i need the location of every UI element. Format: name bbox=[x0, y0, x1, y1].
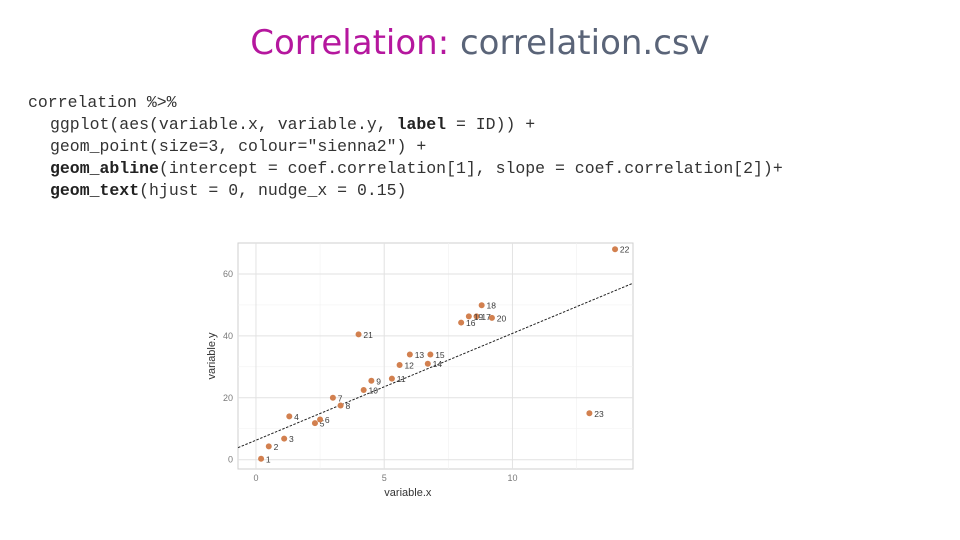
point-label: 1 bbox=[266, 454, 271, 464]
code-line: ggplot(aes(variable.x, variable.y, label… bbox=[28, 114, 783, 136]
point-label: 8 bbox=[345, 401, 350, 411]
y-tick-label: 60 bbox=[223, 269, 233, 279]
x-tick-label: 10 bbox=[507, 473, 517, 483]
slide-title-filename: correlation.csv bbox=[459, 23, 710, 63]
point-label: 14 bbox=[433, 359, 443, 369]
code-line: geom_point(size=3, colour="sienna2") + bbox=[28, 136, 783, 158]
point-label: 9 bbox=[376, 376, 381, 386]
code-line: geom_text(hjust = 0, nudge_x = 0.15) bbox=[28, 180, 783, 202]
point-label: 11 bbox=[397, 374, 406, 384]
x-axis-label: variable.x bbox=[384, 487, 432, 499]
point-label: 7 bbox=[338, 393, 343, 403]
data-point bbox=[368, 377, 375, 384]
point-label: 23 bbox=[594, 409, 604, 419]
data-point bbox=[612, 246, 619, 253]
data-point bbox=[329, 394, 336, 401]
point-label: 3 bbox=[289, 434, 294, 444]
code-token: (hjust = 0, nudge_x = 0.15) bbox=[139, 181, 407, 200]
data-point bbox=[265, 443, 272, 450]
x-tick-label: 0 bbox=[253, 473, 258, 483]
data-point bbox=[406, 351, 413, 358]
code-line: geom_abline(intercept = coef.correlation… bbox=[28, 158, 783, 180]
point-label: 22 bbox=[620, 245, 630, 255]
point-label: 12 bbox=[404, 360, 414, 370]
data-point bbox=[281, 435, 288, 442]
code-token: = ID)) + bbox=[446, 115, 536, 134]
code-token: ggplot(aes(variable.x, variable.y, bbox=[50, 115, 397, 134]
point-label: 10 bbox=[369, 386, 379, 396]
point-label: 20 bbox=[497, 313, 507, 323]
code-token: geom_abline bbox=[50, 159, 159, 178]
point-label: 21 bbox=[363, 330, 373, 340]
plot-panel bbox=[237, 242, 634, 470]
data-point bbox=[478, 302, 485, 309]
data-point bbox=[473, 313, 480, 320]
y-axis-label: variable.y bbox=[206, 332, 218, 380]
data-point bbox=[586, 410, 593, 417]
code-token: label bbox=[396, 115, 447, 134]
regression-line bbox=[237, 282, 634, 449]
point-label: 18 bbox=[487, 301, 497, 311]
slide-title: Correlation: correlation.csv bbox=[0, 20, 960, 66]
point-label: 2 bbox=[274, 442, 279, 452]
code-token: correlation %>% bbox=[28, 93, 177, 112]
data-point bbox=[465, 313, 472, 320]
data-point bbox=[396, 361, 403, 368]
code-token: geom_point(size=3, colour="sienna2") + bbox=[50, 137, 427, 156]
data-point bbox=[355, 331, 362, 338]
point-label: 15 bbox=[435, 350, 445, 360]
slide-title-main: Correlation: bbox=[250, 23, 450, 63]
code-token: geom_text bbox=[50, 181, 140, 200]
point-label: 4 bbox=[294, 412, 299, 422]
point-label: 13 bbox=[415, 350, 425, 360]
code-line: correlation %>% bbox=[28, 92, 783, 114]
point-label: 5 bbox=[320, 419, 325, 429]
data-point bbox=[360, 387, 367, 394]
data-point bbox=[317, 416, 324, 423]
data-point bbox=[286, 413, 293, 420]
data-point bbox=[337, 402, 344, 409]
data-point bbox=[427, 351, 434, 358]
point-label: 6 bbox=[325, 415, 330, 425]
point-label: 17 bbox=[481, 312, 491, 322]
code-token: (intercept = coef.correlation[1], slope … bbox=[158, 159, 783, 178]
data-point bbox=[388, 375, 395, 382]
x-tick-label: 5 bbox=[382, 473, 387, 483]
y-tick-label: 0 bbox=[228, 455, 233, 465]
y-tick-label: 20 bbox=[223, 393, 233, 403]
point-label: 16 bbox=[466, 318, 476, 328]
data-point bbox=[488, 314, 495, 321]
data-point bbox=[458, 319, 465, 326]
data-point bbox=[424, 360, 431, 367]
data-point bbox=[258, 455, 265, 462]
code-block: correlation %>% ggplot(aes(variable.x, va… bbox=[28, 92, 783, 202]
point-label: 19 bbox=[474, 312, 484, 322]
data-point bbox=[311, 420, 318, 427]
y-tick-label: 40 bbox=[223, 331, 233, 341]
